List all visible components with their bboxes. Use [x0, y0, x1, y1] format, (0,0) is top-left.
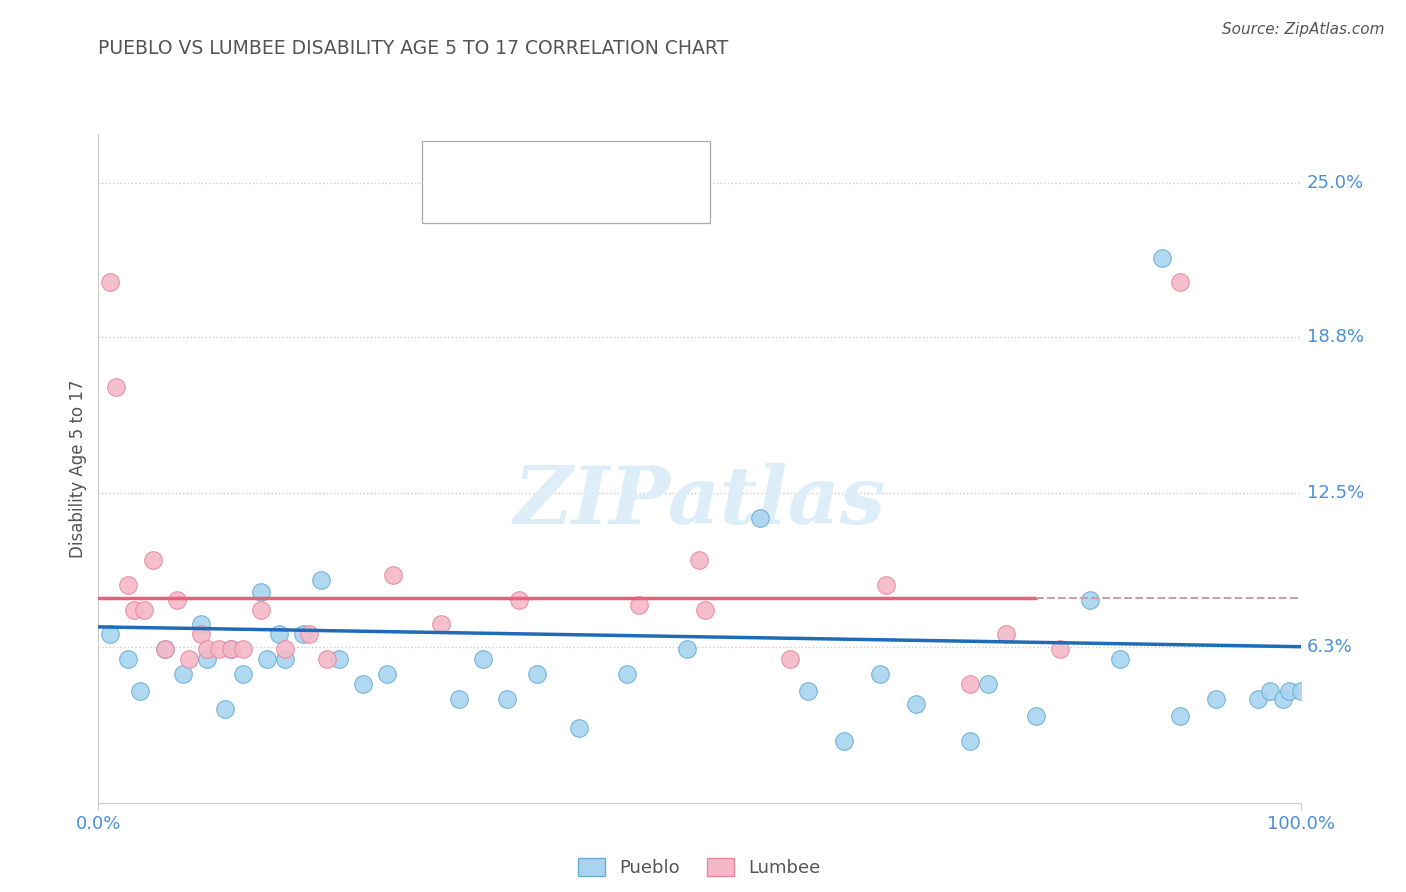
Point [832, 734, 855, 748]
Point [875, 578, 897, 592]
Text: ZIPatlas: ZIPatlas [513, 463, 886, 541]
Text: PUEBLO VS LUMBEE DISABILITY AGE 5 TO 17 CORRELATION CHART: PUEBLO VS LUMBEE DISABILITY AGE 5 TO 17 … [98, 39, 728, 58]
Point [100, 627, 122, 641]
Text: 12.5%: 12.5% [1306, 484, 1364, 502]
Point [1025, 709, 1047, 723]
Point [616, 667, 638, 681]
Point [1277, 684, 1299, 698]
Point [328, 652, 350, 666]
Point [1205, 691, 1227, 706]
Legend: Pueblo, Lumbee: Pueblo, Lumbee [571, 850, 828, 884]
Point [1289, 684, 1312, 698]
Point [959, 677, 981, 691]
Point [977, 677, 1000, 691]
Point [267, 627, 290, 641]
Point [309, 573, 332, 587]
Text: 0.000: 0.000 [508, 189, 564, 207]
Point [291, 627, 314, 641]
Text: Source: ZipAtlas.com: Source: ZipAtlas.com [1222, 22, 1385, 37]
Point [688, 553, 710, 567]
Point [117, 578, 139, 592]
Point [375, 667, 398, 681]
Point [177, 652, 200, 666]
Point [447, 691, 470, 706]
Point [219, 642, 242, 657]
Point [381, 567, 404, 582]
Point [274, 642, 297, 657]
Point [153, 642, 176, 657]
Text: 18.8%: 18.8% [1306, 328, 1364, 346]
Point [153, 642, 176, 657]
Point [508, 592, 530, 607]
Point [568, 722, 591, 736]
Point [695, 602, 717, 616]
Text: R =: R = [474, 189, 513, 207]
Point [166, 592, 188, 607]
Point [1170, 709, 1192, 723]
Point [195, 652, 218, 666]
Point [526, 667, 548, 681]
Point [995, 627, 1018, 641]
Point [472, 652, 495, 666]
Point [748, 511, 770, 525]
Point [195, 642, 218, 657]
Point [214, 701, 236, 715]
Point [1152, 251, 1174, 265]
Point [676, 642, 699, 657]
Point [1170, 276, 1192, 290]
Point [132, 602, 155, 616]
Y-axis label: Disability Age 5 to 17: Disability Age 5 to 17 [69, 379, 87, 558]
Point [496, 691, 519, 706]
Point [869, 667, 891, 681]
Point [779, 652, 801, 666]
Point [298, 627, 321, 641]
Point [274, 652, 297, 666]
Point [232, 642, 254, 657]
Point [628, 598, 651, 612]
Point [117, 652, 139, 666]
Point [232, 667, 254, 681]
Point [249, 585, 271, 599]
Point [1049, 642, 1071, 657]
Point [315, 652, 337, 666]
Point [1109, 652, 1132, 666]
Text: 30: 30 [589, 189, 614, 207]
Point [124, 602, 146, 616]
Text: 25.0%: 25.0% [1306, 174, 1364, 193]
Point [256, 652, 278, 666]
Text: R =: R = [474, 160, 513, 178]
Point [190, 617, 212, 632]
Text: N =: N = [558, 160, 598, 178]
Point [219, 642, 242, 657]
Point [208, 642, 231, 657]
Point [105, 379, 128, 393]
Point [172, 667, 194, 681]
Point [249, 602, 271, 616]
Point [352, 677, 374, 691]
Point [100, 276, 122, 290]
Point [141, 553, 163, 567]
Point [1271, 691, 1294, 706]
Point [959, 734, 981, 748]
Text: 44: 44 [589, 160, 614, 178]
Text: N =: N = [558, 189, 598, 207]
Point [1247, 691, 1270, 706]
Point [129, 684, 152, 698]
Point [1260, 684, 1282, 698]
Text: 0.025: 0.025 [508, 160, 564, 178]
Point [430, 617, 453, 632]
Text: 6.3%: 6.3% [1306, 638, 1353, 656]
Point [1078, 592, 1101, 607]
Point [190, 627, 212, 641]
Point [796, 684, 818, 698]
Point [904, 697, 927, 711]
